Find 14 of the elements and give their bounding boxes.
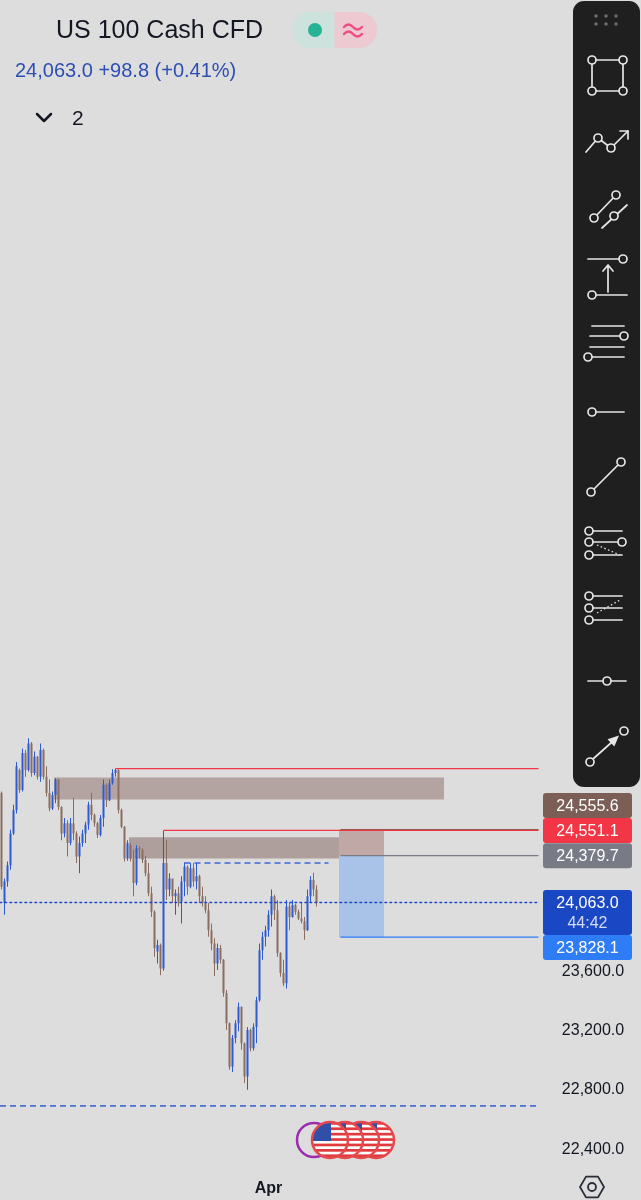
data-label: 24,379.7 (556, 847, 619, 865)
candlestick (138, 846, 141, 859)
data-label: 23,828.1 (556, 938, 619, 956)
text: US 100 Cash CFD (56, 15, 264, 43)
x-tick-label: Apr (254, 1179, 283, 1196)
y-tick-label: 22,400.0 (561, 1139, 625, 1157)
annotation: 2 (72, 106, 84, 129)
y-tick-label: 22,800.0 (561, 1080, 625, 1098)
y-tick-label: 23,600.0 (561, 962, 625, 980)
text: 24,063.0 +98.8 (+0.41%) (15, 59, 237, 81)
data-label: 24,551.1 (556, 821, 619, 839)
y-tick-label: 23,200.0 (561, 1021, 625, 1039)
data-label: 24,555.6 (556, 796, 619, 814)
ref-line-label: 24,063.0 44:42 (556, 893, 619, 931)
